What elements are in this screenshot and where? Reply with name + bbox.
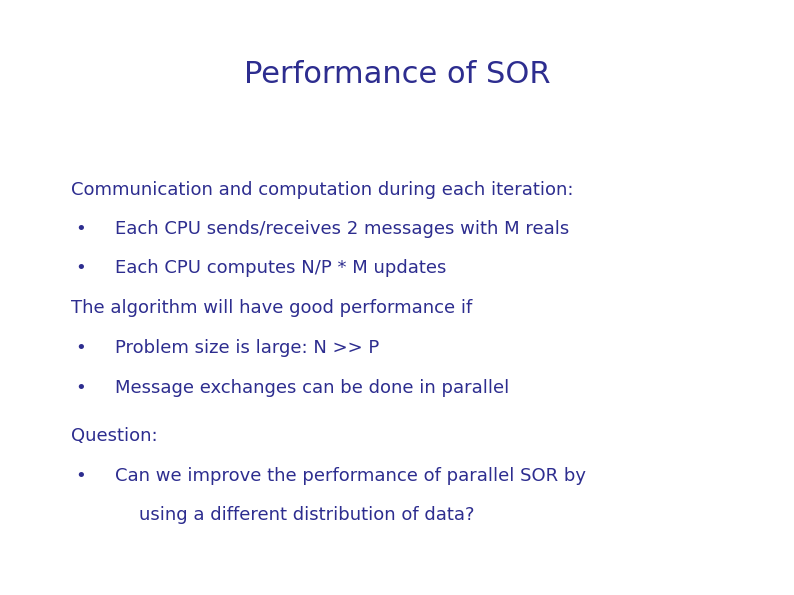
Text: Each CPU sends/receives 2 messages with M reals: Each CPU sends/receives 2 messages with … [115,220,569,238]
Text: Each CPU computes N/P * M updates: Each CPU computes N/P * M updates [115,259,446,277]
Text: Performance of SOR: Performance of SOR [244,60,550,89]
Text: Problem size is large: N >> P: Problem size is large: N >> P [115,339,380,357]
Text: •: • [75,259,87,277]
Text: Can we improve the performance of parallel SOR by: Can we improve the performance of parall… [115,467,586,485]
Text: The algorithm will have good performance if: The algorithm will have good performance… [71,299,472,317]
Text: •: • [75,220,87,238]
Text: Communication and computation during each iteration:: Communication and computation during eac… [71,181,574,199]
Text: Question:: Question: [71,427,158,444]
Text: •: • [75,467,87,485]
Text: Message exchanges can be done in parallel: Message exchanges can be done in paralle… [115,379,510,397]
Text: •: • [75,379,87,397]
Text: •: • [75,339,87,357]
Text: using a different distribution of data?: using a different distribution of data? [139,506,475,524]
